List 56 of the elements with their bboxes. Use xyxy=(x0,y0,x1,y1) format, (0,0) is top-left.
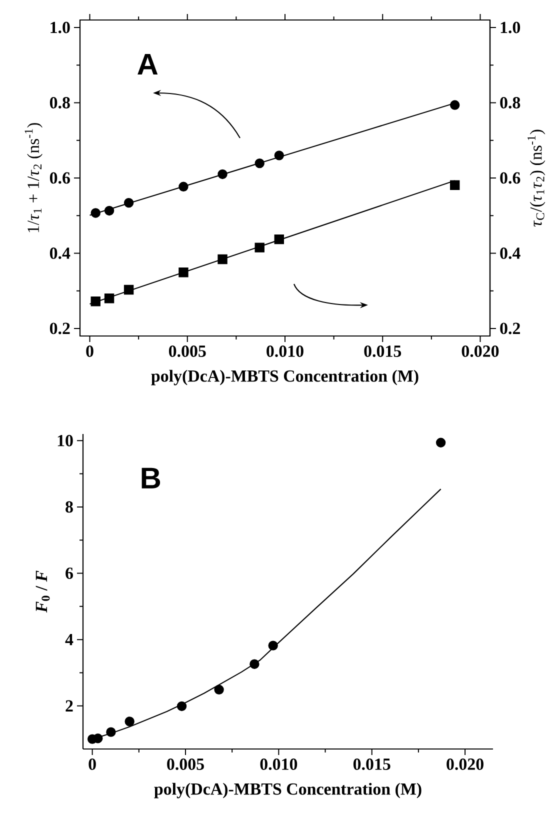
point xyxy=(218,254,228,264)
point xyxy=(436,438,446,448)
point xyxy=(450,180,460,190)
y2-tick-label: 1.0 xyxy=(500,22,520,34)
x-axis-title: poly(DcA)-MBTS Concentration (M) xyxy=(151,370,418,386)
point xyxy=(104,206,114,216)
y-tick-label: 10 xyxy=(58,434,73,446)
point xyxy=(106,727,116,737)
point xyxy=(214,684,224,694)
y2-tick-label: 0.2 xyxy=(500,322,520,334)
y-tick-label: 4 xyxy=(65,634,74,646)
y2-tick-label: 0.6 xyxy=(500,172,520,184)
point xyxy=(178,182,188,192)
point xyxy=(178,268,188,278)
text: 1/τ$_{1}$ + 1/τ$_{2}$ (ns$^{-1}$) xyxy=(24,123,42,232)
y-tick-label: 1.0 xyxy=(50,22,70,34)
x-tick-label: 0.005 xyxy=(168,346,206,358)
x-tick-label: 0.005 xyxy=(167,758,204,770)
text: τ$_{C}$/(τ$_{1}$τ$_{2}$) (ns$^{-1}$) xyxy=(528,130,546,227)
point xyxy=(176,701,187,712)
point xyxy=(90,208,100,218)
y-tick-label: 8 xyxy=(66,501,73,513)
point xyxy=(93,734,103,744)
x-tick-label: 0.010 xyxy=(266,346,304,358)
annotation: B xyxy=(142,468,160,488)
point xyxy=(268,640,278,650)
x-tick-label: 0 xyxy=(88,758,96,770)
point xyxy=(254,158,264,168)
point xyxy=(274,234,284,244)
y-tick-label: 0.8 xyxy=(50,97,70,108)
x-axis-title: poly(DcA)-MBTS Concentration (M) xyxy=(154,782,422,798)
point xyxy=(124,284,134,295)
y-tick-label: 6 xyxy=(66,568,73,579)
x-tick-label: 0.015 xyxy=(353,758,390,770)
y-tick-label: 0.6 xyxy=(50,172,70,184)
point xyxy=(254,242,264,252)
y-tick-label: 0.4 xyxy=(50,247,70,259)
x-tick-label: 0 xyxy=(86,346,94,357)
x-tick-label: 0.010 xyxy=(260,758,298,770)
point xyxy=(124,716,134,726)
x-tick-label: 0.020 xyxy=(446,758,484,770)
point xyxy=(250,659,260,669)
point xyxy=(450,100,460,110)
point xyxy=(274,150,284,160)
x-tick-label: 0.015 xyxy=(364,346,402,358)
point xyxy=(124,198,134,208)
y-tick-label: 2 xyxy=(66,700,73,712)
y2-tick-label: 0.4 xyxy=(500,247,520,259)
y2-tick-label: 0.8 xyxy=(500,97,520,108)
annotation: A xyxy=(138,54,158,75)
x-tick-label: 0.020 xyxy=(462,346,499,358)
point xyxy=(90,296,100,306)
y-axis-title: F$_{0}$ / F xyxy=(36,570,50,613)
y-tick-label: 0.2 xyxy=(50,322,70,334)
point xyxy=(104,294,114,304)
point xyxy=(218,169,228,180)
